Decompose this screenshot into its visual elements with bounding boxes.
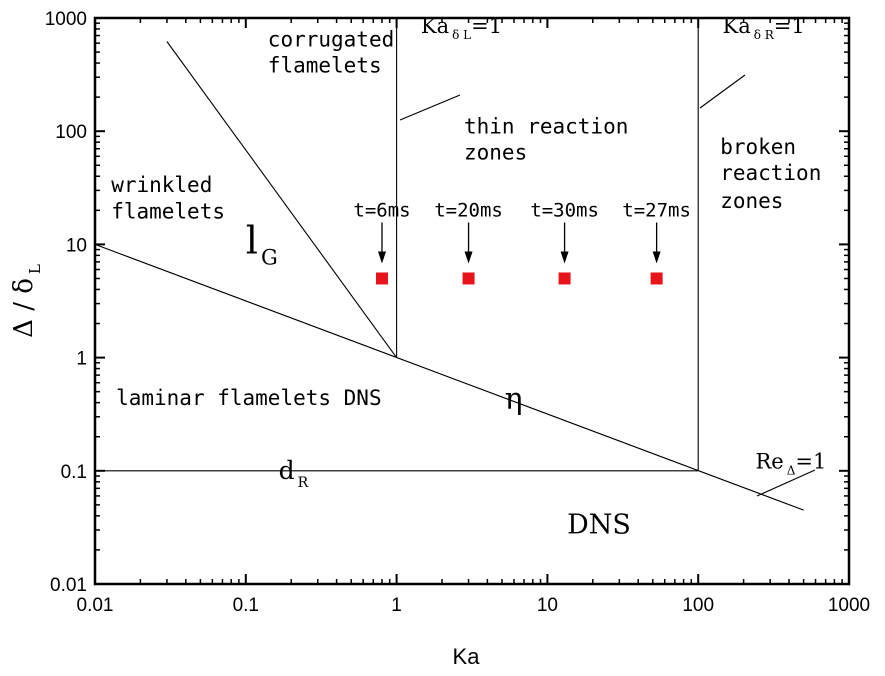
data-point-marker bbox=[462, 272, 475, 285]
y-tick-label: 10 bbox=[66, 235, 87, 256]
y-axis-ticks: 0.01 0.1 1 10 100 1000 bbox=[45, 9, 849, 596]
y-tick-label: 100 bbox=[55, 122, 87, 143]
region-label: wrinkled bbox=[111, 173, 212, 197]
plot-border bbox=[93, 16, 851, 586]
y-axis-title-text: Δ / δL bbox=[9, 264, 44, 338]
region-label: flamelets bbox=[268, 54, 382, 78]
data-points: t=6ms t=20ms t=30ms t=27ms bbox=[353, 199, 691, 285]
point-time-label: t=6ms bbox=[353, 199, 410, 221]
label-leader-0 bbox=[399, 94, 461, 121]
line-label: Ka δ L=1 bbox=[421, 14, 502, 42]
x-tick-label: 100 bbox=[682, 595, 714, 616]
x-tick-label: 0.1 bbox=[233, 595, 259, 616]
x-tick-label: 10 bbox=[537, 595, 558, 616]
line-label: Ka δ R=1 bbox=[723, 14, 805, 42]
point-arrow-head bbox=[464, 251, 473, 264]
region-label: DNS bbox=[567, 509, 631, 540]
regime-boundary-lines bbox=[94, 18, 804, 511]
point-time-label: t=30ms bbox=[530, 199, 599, 221]
point-time-label: t=27ms bbox=[622, 199, 691, 221]
region-label: broken bbox=[720, 135, 796, 159]
x-tick-label: 1 bbox=[391, 595, 402, 616]
x-tick-label: 0.01 bbox=[77, 595, 114, 616]
y-tick-label: 1 bbox=[76, 349, 87, 370]
point-arrow-head bbox=[652, 251, 661, 264]
label-connector-lines bbox=[399, 74, 816, 497]
region-label: zones bbox=[464, 141, 527, 165]
data-point-marker bbox=[375, 272, 388, 285]
line-label: Re Δ=1 bbox=[756, 449, 827, 477]
point-time-label: t=20ms bbox=[434, 199, 503, 221]
y-tick-label: 1000 bbox=[45, 9, 87, 30]
line-- bbox=[94, 243, 804, 511]
region-label: reaction bbox=[720, 161, 821, 185]
y-axis-title: Δ / δL bbox=[9, 264, 44, 338]
data-point-marker bbox=[650, 272, 663, 285]
y-tick-label: 0.1 bbox=[61, 462, 87, 483]
point-arrow-head bbox=[560, 251, 569, 264]
x-axis-ticks: 0.01 0.1 1 10 100 1000 bbox=[77, 18, 870, 616]
x-tick-label: 1000 bbox=[828, 595, 870, 616]
data-point-marker bbox=[558, 272, 571, 285]
line-label: η bbox=[505, 382, 523, 417]
region-label: flamelets bbox=[111, 199, 225, 223]
x-axis-title: Ka bbox=[453, 644, 481, 669]
region-label: corrugated bbox=[268, 28, 394, 52]
region-label: thin reaction bbox=[464, 115, 628, 139]
region-label: zones bbox=[720, 189, 783, 213]
line-l-g bbox=[166, 41, 398, 358]
point-arrow-head bbox=[377, 251, 386, 264]
region-label: laminar flamelets DNS bbox=[116, 386, 382, 410]
label-leader-1 bbox=[699, 74, 746, 109]
label-leader-2 bbox=[756, 469, 816, 497]
line-labels: l G d R η Ka δ L=1 Ka δ R=1 Re Δ=1 bbox=[246, 14, 827, 491]
y-tick-label: 0.01 bbox=[50, 575, 87, 596]
plot-frame bbox=[93, 16, 851, 586]
